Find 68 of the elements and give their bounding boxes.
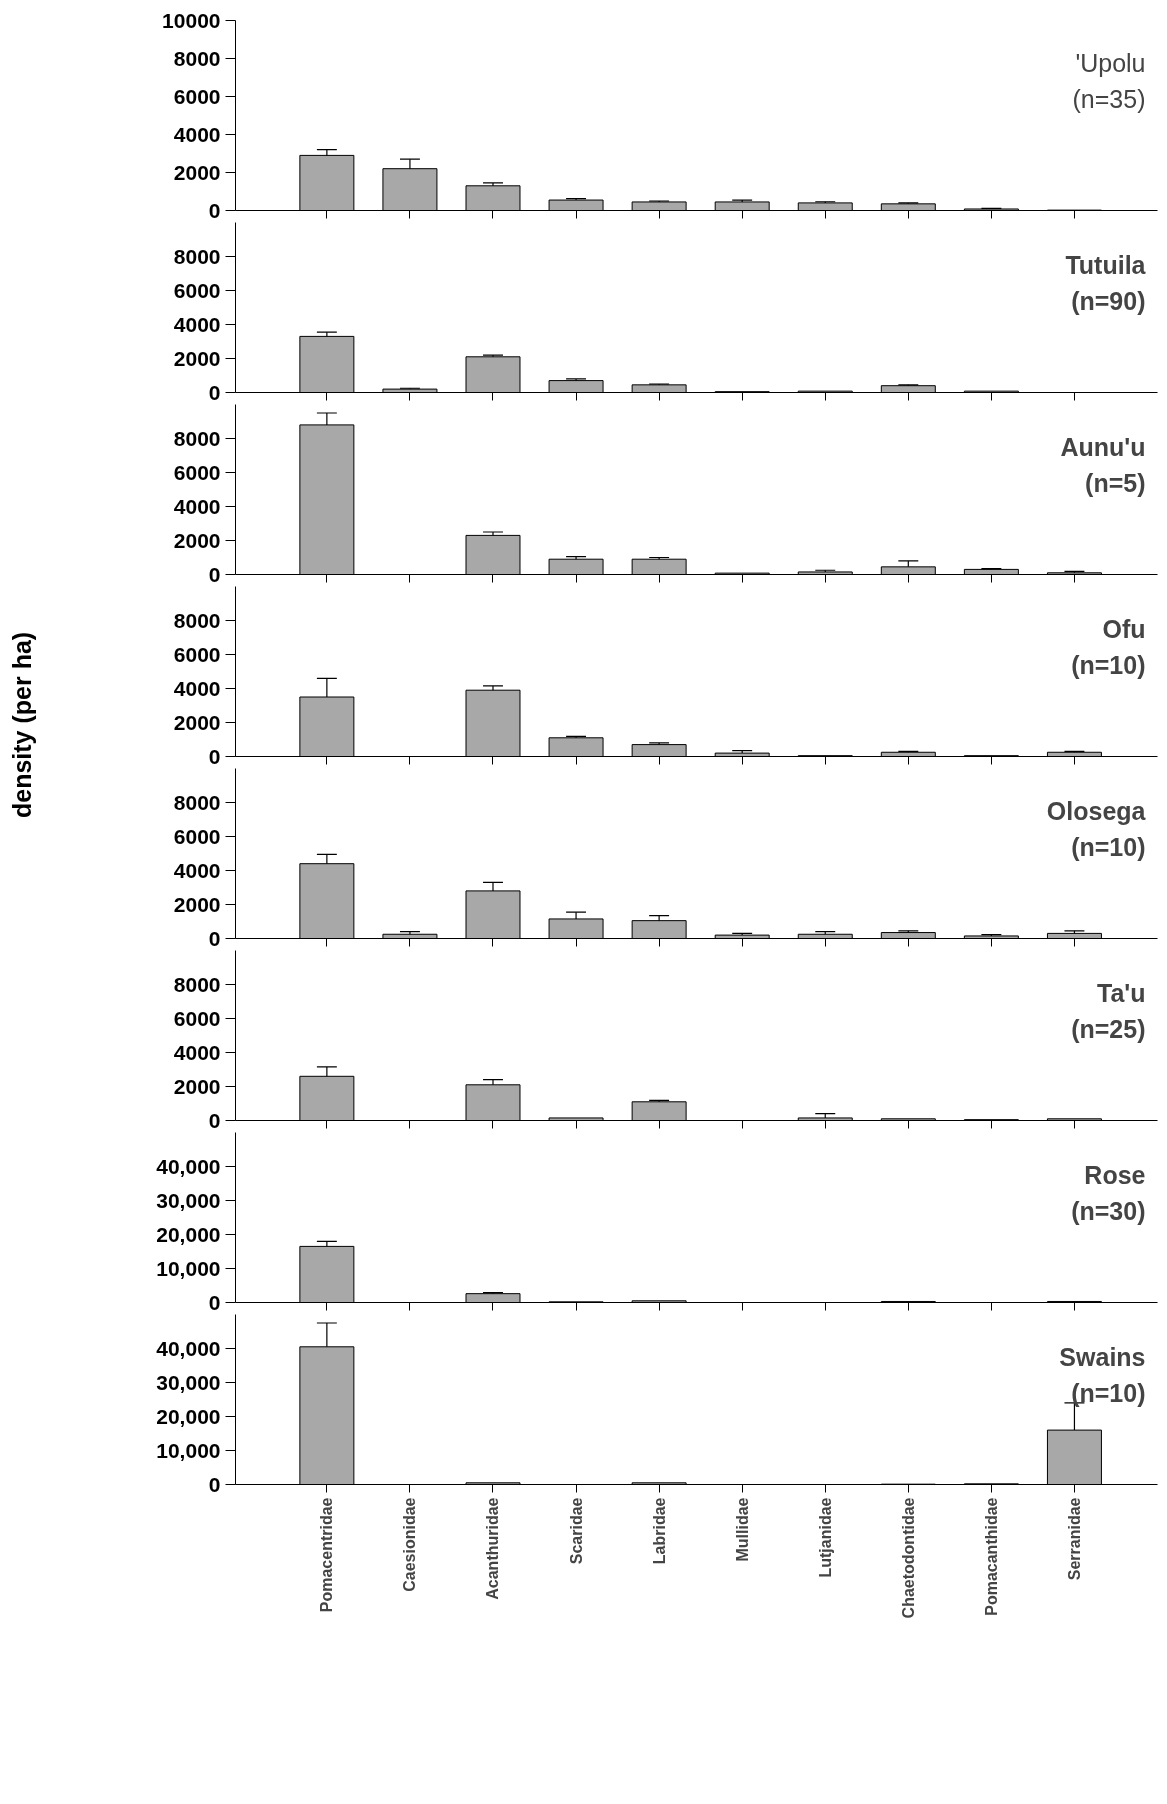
y-tick-label: 8000: [173, 972, 221, 996]
x-tick-label: Pomacentridae: [318, 1497, 336, 1613]
y-tick-label: 4000: [173, 494, 221, 518]
y-tick-label: 2000: [173, 346, 221, 370]
annotation: (n=10): [1071, 1378, 1146, 1407]
y-tick-label: 10,000: [156, 1256, 221, 1280]
y-tick-label: 8000: [173, 46, 221, 70]
y-tick-label: 4000: [173, 1040, 221, 1064]
x-tick-label: Serranidae: [1065, 1497, 1083, 1581]
y-tick-label: 10000: [162, 8, 221, 32]
y-tick-label: 8000: [173, 790, 221, 814]
annotation: (n=10): [1071, 650, 1146, 679]
y-tick-label: 0: [208, 1290, 221, 1314]
y-tick-label: 20,000: [156, 1222, 221, 1246]
y-tick-label: 6000: [173, 84, 221, 108]
y-tick-label: 6000: [173, 460, 221, 484]
annotation: Aunu'u: [1060, 432, 1146, 461]
annotation: (n=90): [1071, 286, 1146, 315]
y-tick-label: 4000: [173, 676, 221, 700]
annotation: Tutuila: [1065, 250, 1147, 279]
y-tick-label: 2000: [173, 528, 221, 552]
y-tick-label: 0: [208, 562, 221, 586]
annotation: (n=5): [1085, 468, 1146, 497]
x-tick-label: Chaetodontidae: [899, 1497, 917, 1619]
y-tick-label: 20,000: [156, 1404, 221, 1428]
x-tick-label: Labridae: [650, 1497, 668, 1565]
annotation: Swains: [1059, 1342, 1146, 1371]
y-tick-label: 0: [208, 1108, 221, 1132]
x-tick-label: Scaridae: [567, 1497, 585, 1565]
annotation: (n=35): [1072, 84, 1146, 113]
y-tick-label: 0: [208, 198, 221, 222]
y-tick-label: 8000: [173, 608, 221, 632]
y-tick-label: 2000: [173, 710, 221, 734]
y-tick-label: 40,000: [156, 1336, 221, 1360]
annotation: (n=30): [1071, 1196, 1146, 1225]
y-tick-label: 0: [208, 380, 221, 404]
y-axis-title: density (per ha): [7, 631, 37, 819]
y-tick-label: 30,000: [156, 1370, 221, 1394]
y-tick-label: 30,000: [156, 1188, 221, 1212]
annotation: (n=10): [1071, 832, 1146, 861]
annotation: 'Upolu: [1075, 48, 1146, 77]
y-tick-label: 0: [208, 1472, 221, 1496]
x-tick-label: Mullidae: [733, 1497, 751, 1562]
y-tick-label: 10,000: [156, 1438, 221, 1462]
y-tick-label: 40,000: [156, 1154, 221, 1178]
annotation: Rose: [1084, 1160, 1146, 1189]
annotation: (n=25): [1071, 1014, 1146, 1043]
annotation: Olosega: [1046, 796, 1147, 825]
y-tick-label: 6000: [173, 642, 221, 666]
y-tick-label: 8000: [173, 426, 221, 450]
y-tick-label: 4000: [173, 122, 221, 146]
y-tick-label: 8000: [173, 244, 221, 268]
annotation: Ofu: [1102, 614, 1146, 643]
y-tick-label: 6000: [173, 1006, 221, 1030]
y-tick-label: 6000: [173, 824, 221, 848]
y-tick-label: 2000: [173, 1074, 221, 1098]
y-tick-label: 0: [208, 744, 221, 768]
x-tick-label: Lutjanidae: [816, 1497, 834, 1578]
x-tick-label: Caesionidae: [401, 1497, 419, 1592]
y-tick-label: 2000: [173, 160, 221, 184]
y-tick-label: 0: [208, 926, 221, 950]
x-tick-label: Pomacanthidae: [982, 1497, 1000, 1616]
x-tick-label: Acanthuridae: [484, 1497, 502, 1600]
y-tick-label: 6000: [173, 278, 221, 302]
annotation: Ta'u: [1096, 978, 1146, 1007]
y-tick-label: 4000: [173, 312, 221, 336]
y-tick-label: 4000: [173, 858, 221, 882]
y-tick-label: 2000: [173, 892, 221, 916]
